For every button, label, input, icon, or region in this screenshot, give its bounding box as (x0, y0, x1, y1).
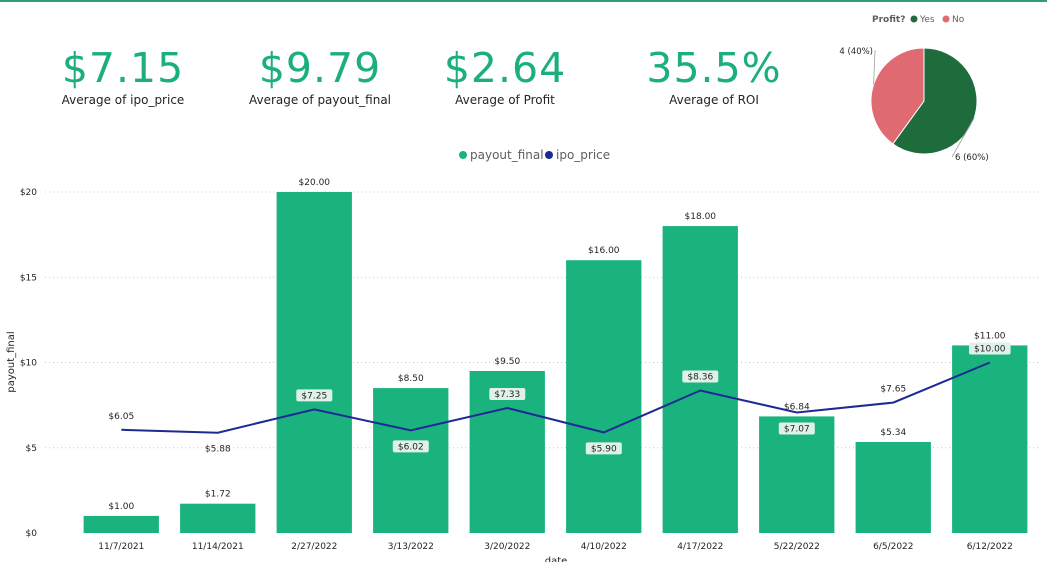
y-tick-label: $5 (26, 444, 37, 454)
pie-legend-label-no: No (952, 15, 965, 25)
line-data-label: $8.36 (687, 373, 713, 383)
bar-data-label: $8.50 (398, 374, 424, 384)
x-tick-label: 11/14/2021 (192, 542, 244, 552)
top-border (0, 0, 1047, 2)
line-data-label-box (296, 389, 333, 402)
kpi-card-profit[interactable]: $2.64 Average of Profit (405, 44, 605, 107)
bar-data-label: $1.00 (108, 502, 134, 512)
x-tick-label: 3/20/2022 (484, 542, 530, 552)
bar-payout-final[interactable] (276, 192, 352, 533)
x-tick-label: 6/5/2022 (873, 542, 913, 552)
line-data-label: $7.33 (494, 390, 520, 400)
x-tick-label: 6/12/2022 (967, 542, 1013, 552)
line-ipo-price[interactable] (121, 361, 991, 434)
legend-label-payout-final: payout_final (470, 148, 544, 162)
bar-data-label: $16.00 (588, 246, 620, 256)
line-data-label: $7.65 (880, 385, 906, 395)
y-tick-label: $10 (20, 359, 37, 369)
bar-data-label: $20.00 (299, 178, 331, 188)
pie-data-label-yes: 6 (60%) (955, 153, 989, 163)
line-data-label-box (489, 388, 526, 400)
kpi-value: 35.5% (646, 44, 782, 92)
bar-data-label: $18.00 (685, 212, 717, 222)
kpi-label: Average of Profit (455, 93, 555, 107)
kpi-value: $7.15 (61, 44, 185, 92)
bar-data-label: $6.84 (784, 402, 810, 412)
bar-payout-final[interactable] (952, 345, 1028, 533)
line-data-label-box (682, 370, 719, 383)
kpi-label: Average of ipo_price (61, 93, 185, 107)
combo-chart-svg: payout_final ipo_price $0 $5 $10 $15 $20 payout… (6, 148, 1040, 566)
x-tick-label: 5/22/2022 (774, 542, 820, 552)
bar-payout-final[interactable] (566, 260, 642, 533)
profit-pie-chart[interactable]: Profit? Yes No 6 (60%) 4 (40%) (828, 6, 1047, 172)
line-data-label-box (585, 442, 622, 455)
bar-data-label: $11.00 (974, 331, 1006, 341)
bar-payout-final[interactable] (373, 388, 449, 533)
bar-payout-final[interactable] (180, 503, 256, 533)
pie-svg: Profit? Yes No 6 (60%) 4 (40%) (839, 15, 989, 163)
pie-slice-no[interactable] (870, 47, 925, 145)
x-axis-title: date (545, 556, 568, 562)
pie-legend-label-yes: Yes (919, 15, 935, 25)
bar-payout-final[interactable] (759, 416, 835, 533)
x-tick-label: 3/13/2022 (388, 542, 434, 552)
pie-slice-yes[interactable] (892, 47, 978, 155)
y-axis-title: payout_final (6, 331, 17, 392)
line-data-label: $6.05 (108, 412, 134, 422)
pie-leader-line-yes (951, 117, 975, 158)
kpi-value: $9.79 (258, 44, 382, 92)
y-tick-label: $0 (26, 529, 38, 539)
legend-label-ipo-price: ipo_price (556, 148, 610, 162)
x-tick-label: 11/7/2021 (98, 542, 144, 552)
line-data-label-box (392, 440, 429, 453)
line-data-label-box (778, 422, 815, 435)
pie-leader-line-no (873, 50, 876, 85)
kpi-value: $2.64 (443, 44, 567, 92)
legend-marker-ipo-price (545, 151, 553, 159)
legend-marker-payout-final (459, 151, 467, 159)
line-data-label: $5.88 (205, 445, 231, 455)
kpi-card-ipo-price[interactable]: $7.15 Average of ipo_price (23, 44, 223, 107)
pie-legend-marker-no (942, 15, 950, 23)
pie-legend-marker-yes (910, 15, 918, 23)
line-data-label: $5.90 (591, 444, 617, 454)
bar-payout-final[interactable] (855, 442, 931, 533)
pie-data-label-no: 4 (40%) (839, 47, 873, 57)
bar-data-label: $1.72 (205, 490, 231, 500)
bar-data-label: $9.50 (494, 357, 520, 367)
kpi-label: Average of ROI (669, 93, 759, 107)
line-data-label: $7.25 (301, 391, 327, 401)
pie-legend-title: Profit? (872, 15, 905, 25)
line-data-label: $6.02 (398, 442, 424, 452)
bar-payout-final[interactable] (83, 515, 159, 533)
kpi-label: Average of payout_final (248, 93, 392, 107)
x-tick-label: 4/17/2022 (677, 542, 723, 552)
kpi-card-roi[interactable]: 35.5% Average of ROI (614, 44, 814, 107)
y-tick-label: $20 (20, 188, 37, 198)
y-tick-label: $15 (20, 273, 37, 283)
line-data-label-box (969, 342, 1011, 355)
line-data-label: $7.07 (784, 425, 810, 435)
line-data-label: $10.00 (974, 345, 1006, 355)
payout-ipo-combo-chart[interactable]: payout_final ipo_price $0 $5 $10 $15 $20 payout… (0, 140, 1047, 566)
bar-data-label: $5.34 (880, 428, 906, 438)
x-tick-label: 2/27/2022 (291, 542, 337, 552)
kpi-card-payout-final[interactable]: $9.79 Average of payout_final (220, 44, 420, 107)
x-tick-label: 4/10/2022 (581, 542, 627, 552)
